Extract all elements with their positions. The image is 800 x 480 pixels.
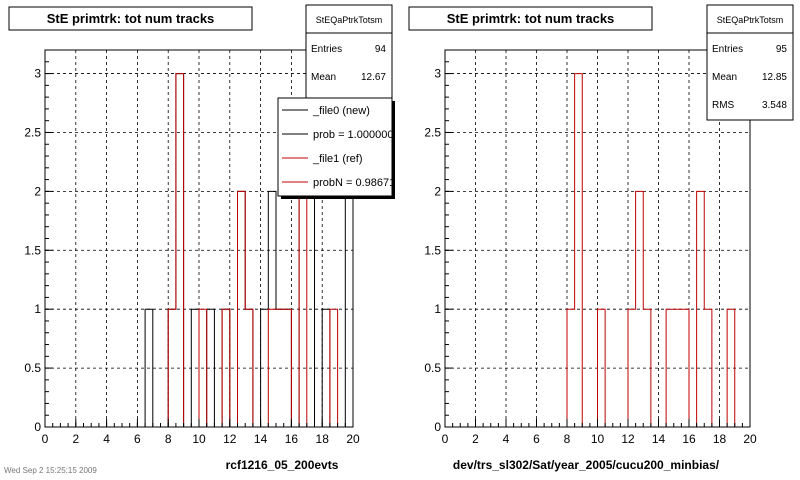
y-tick-label: 2.5	[24, 125, 41, 139]
left-histogram-panel: 0 2 4 6 8 10 12 14 16 18 20 0 0.5 1 1.5 2 2.5 3 rcf1216_05…	[8, 4, 395, 472]
x-tick-label: 8	[564, 432, 571, 446]
y-tick-label: 2	[434, 184, 441, 198]
stats-label: RMS	[712, 100, 735, 111]
x-tick-label: 20	[346, 432, 360, 446]
title-box	[408, 6, 653, 31]
x-tick-label: 8	[165, 432, 172, 446]
x-tick-label: 18	[316, 432, 330, 446]
x-tick-label: 20	[743, 432, 757, 446]
legend-label: _file1 (ref)	[312, 153, 363, 165]
y-tick-label: 3	[34, 67, 41, 81]
stats-name: StEQaPtrkTotsm	[316, 15, 383, 25]
legend-box	[277, 97, 393, 197]
right-histogram-panel: 0 2 4 6 8 10 12 14 16 18 20 0 0.5 1 1.5 2 2.5 3 dev/trs_sl…	[408, 4, 794, 472]
y-tick-label: 0.5	[424, 361, 441, 375]
legend-label: prob = 1.000000	[313, 129, 393, 141]
y-tick-label: 1.5	[424, 243, 441, 257]
stats-value: 3.548	[762, 100, 787, 111]
stats-value: 12.67	[361, 72, 386, 83]
timestamp-footer: Wed Sep 2 15:25:15 2009	[4, 466, 97, 475]
x-tick-label: 14	[652, 432, 666, 446]
x-tick-label: 0	[442, 432, 449, 446]
y-tick-label: 0.5	[24, 361, 41, 375]
stats-label: Mean	[311, 72, 336, 83]
stats-box	[305, 4, 393, 102]
x-tick-label: 14	[254, 432, 268, 446]
x-tick-label: 10	[591, 432, 605, 446]
legend-label: probN = 0.98671	[313, 177, 395, 189]
y-tick-label: 2	[34, 184, 41, 198]
chart-title: StE primtrk: tot num tracks	[47, 11, 215, 26]
y-tick-label: 0	[434, 420, 441, 434]
x-tick-label: 6	[134, 432, 141, 446]
stats-value: 95	[776, 44, 788, 55]
stats-value: 12.85	[762, 72, 787, 83]
x-tick-label: 4	[103, 432, 110, 446]
y-tick-label: 1	[434, 302, 441, 316]
stats-box	[706, 4, 794, 121]
stats-label: Entries	[311, 44, 342, 55]
x-tick-label: 16	[285, 432, 299, 446]
legend-entries: _file0 (new) prob = 1.000000 _file1 (ref) p…	[282, 105, 395, 189]
y-tick-label: 0	[34, 420, 41, 434]
y-tick-label: 3	[434, 67, 441, 81]
x-tick-label: 4	[503, 432, 510, 446]
chart-title: StE primtrk: tot num tracks	[447, 11, 615, 26]
x-tick-label: 10	[192, 432, 206, 446]
y-tick-label: 1.5	[24, 243, 41, 257]
x-axis-label: dev/trs_sl302/Sat/year_2005/cucu200_minb…	[453, 458, 720, 472]
stats-value: 94	[375, 44, 387, 55]
title-box	[8, 6, 253, 31]
x-tick-label: 6	[533, 432, 540, 446]
x-tick-label: 2	[72, 432, 79, 446]
x-tick-label: 12	[223, 432, 237, 446]
stats-name: StEQaPtrkTotsm	[717, 15, 784, 25]
y-tick-label: 2.5	[424, 125, 441, 139]
stats-label: Mean	[712, 72, 737, 83]
x-tick-label: 18	[713, 432, 727, 446]
y-tick-label: 1	[34, 302, 41, 316]
x-tick-label: 16	[682, 432, 696, 446]
legend-label: _file0 (new)	[312, 105, 370, 117]
x-axis-label: rcf1216_05_200evts	[226, 458, 339, 472]
stats-label: Entries	[712, 44, 743, 55]
x-tick-label: 2	[472, 432, 479, 446]
x-tick-label: 0	[42, 432, 49, 446]
x-tick-label: 12	[621, 432, 635, 446]
